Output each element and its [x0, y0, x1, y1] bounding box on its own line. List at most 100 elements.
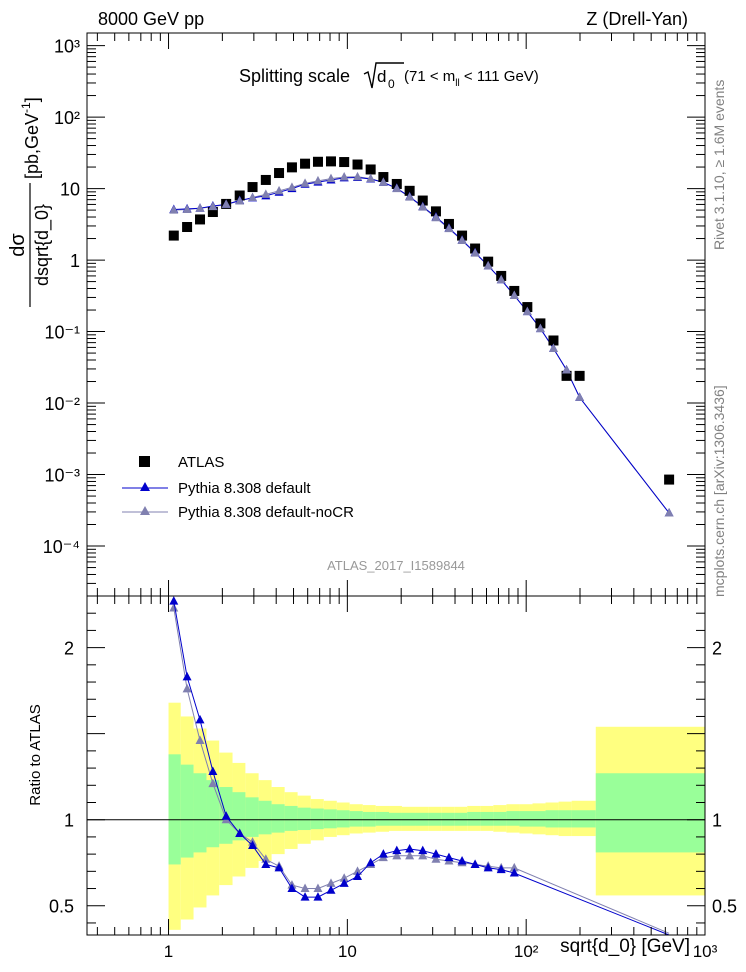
ratio-point [326, 885, 336, 894]
ratio-point [509, 868, 519, 877]
atlas-data-point [260, 174, 271, 185]
atlas-data-point [339, 157, 350, 168]
atlas-data-point [234, 190, 245, 201]
ratio-band-inner [323, 809, 337, 829]
ratio-point [313, 883, 323, 893]
rivet-label: Rivet 3.1.10, ≥ 1.6M events [711, 80, 727, 250]
ratio-point [431, 854, 441, 863]
legend-label-pythia-nocr: Pythia 8.308 default-noCR [178, 504, 354, 521]
legend-marker-triangle [140, 482, 150, 491]
ratio-point [366, 857, 376, 867]
process-label: Z (Drell-Yan) [586, 9, 688, 29]
pythia-point [300, 178, 310, 187]
pythia-point [431, 212, 441, 222]
energy-label: 8000 GeV pp [98, 9, 204, 29]
pythia-point [274, 185, 284, 195]
pythia-point [339, 172, 349, 181]
ratio-point [392, 850, 402, 860]
ratio-point [353, 871, 363, 880]
pythia-point [353, 171, 363, 181]
ratio-band-inner [180, 764, 194, 858]
pythia-point [483, 260, 493, 270]
ratio-y-tick-label: 2 [64, 639, 74, 659]
ratio-band-inner [206, 780, 220, 848]
pythia-point [287, 182, 297, 191]
ratio-point [483, 862, 493, 872]
pythia-point [457, 235, 467, 244]
pythia-point [418, 202, 428, 211]
atlas-data-point [300, 158, 311, 169]
pythia-point [522, 306, 532, 316]
y-label-denominator: dsqrt{d_0} [32, 204, 53, 286]
ratio-band-inner [193, 773, 207, 853]
atlas-data-point [378, 172, 389, 183]
sqrt-radicand: d [377, 67, 386, 86]
main-panel: 10⁻⁴ 10⁻³ 10⁻² 10⁻¹ 1 10 10² 10³ [43, 32, 706, 597]
main-title: Splitting scale d 0 (71 < mll < 111 GeV) [239, 62, 539, 91]
pythia-point [562, 364, 572, 374]
ratio-point [418, 845, 428, 855]
ratio-panel: 1 10 10² 10³ 0.5 0.5 1 1 2 2 [49, 595, 737, 961]
pythia-point [378, 177, 388, 186]
ratio-band-inner [571, 810, 596, 828]
ratio-point [405, 850, 415, 860]
ratio-series-line [173, 607, 670, 934]
ratio-point [248, 840, 258, 850]
ratio-point [169, 603, 179, 612]
pythia-point [313, 175, 323, 185]
ratio-band-inner [258, 800, 272, 835]
atlas-data-point [247, 182, 258, 193]
pythia-point [195, 203, 205, 212]
ratio-point [182, 683, 192, 693]
sqrt-symbol: d 0 [363, 62, 404, 91]
atlas-data-point [535, 318, 546, 329]
x-tick-label: 10³ [693, 942, 718, 961]
pythia-point [182, 204, 192, 213]
ratio-point [169, 596, 179, 605]
analysis-watermark: ATLAS_2017_I1589844 [327, 558, 465, 573]
atlas-data-point [404, 185, 415, 196]
y-tick-label: 10 [60, 180, 80, 200]
ratio-point [313, 892, 323, 901]
atlas-data-point [417, 195, 428, 206]
ratio-point [300, 892, 310, 901]
ratio-band-inner [558, 810, 572, 828]
pythia-point [575, 392, 585, 401]
ratio-y-tick-label-right: 2 [712, 639, 722, 659]
legend-marker-triangle-nocr [140, 506, 150, 515]
atlas-data-point [561, 370, 572, 381]
ratio-band-inner [532, 811, 546, 827]
main-title-text: Splitting scale [239, 66, 350, 86]
ratio-band-inner [480, 811, 494, 826]
ratio-y-tick-label: 0.5 [49, 897, 74, 917]
ratio-point [457, 856, 467, 865]
y-tick-label: 10⁻³ [44, 466, 80, 486]
ratio-point [208, 766, 218, 776]
ratio-point [300, 883, 310, 893]
ratio-point [287, 883, 297, 893]
ratio-y-tick-label: 1 [64, 811, 74, 831]
ratio-point [326, 878, 336, 887]
ratio-point [339, 873, 349, 882]
legend: ATLAS Pythia 8.308 default Pythia 8.308 … [122, 454, 354, 521]
y-tick-label: 10⁻² [44, 394, 80, 414]
ratio-band-inner [336, 810, 350, 828]
atlas-data-point [286, 162, 297, 173]
legend-marker-square [139, 456, 150, 467]
pythia-point [235, 196, 245, 205]
ratio-band-inner [493, 811, 507, 826]
ratio-point [431, 849, 441, 858]
ratio-series-line [173, 601, 670, 936]
ratio-point [208, 778, 218, 788]
ratio-point [378, 849, 388, 858]
y-label-units: [pb,GeV-1] [19, 97, 42, 179]
y-tick-label: 10⁻⁴ [43, 537, 80, 557]
ratio-point [195, 714, 205, 724]
atlas-data-point [182, 222, 193, 233]
ratio-point [339, 878, 349, 887]
ratio-y-tick-label-right: 1 [712, 811, 722, 831]
ratio-band-inner [595, 773, 705, 853]
pythia-point [366, 173, 376, 183]
legend-entry-pythia-nocr: Pythia 8.308 default-noCR [122, 504, 354, 521]
